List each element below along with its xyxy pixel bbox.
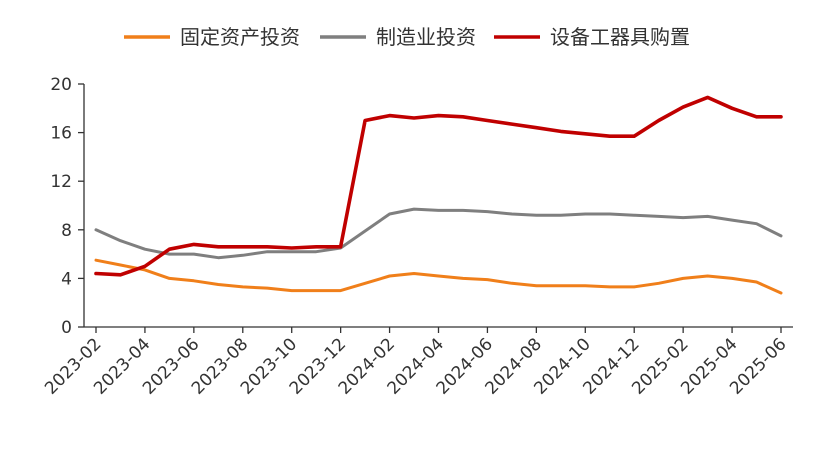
series-line-1 — [94, 258, 783, 295]
legend-label-1: 固定资产投资 — [180, 25, 300, 49]
series-line-2 — [94, 207, 783, 260]
legend-label-2: 制造业投资 — [376, 25, 476, 49]
y-tick-label: 4 — [61, 269, 72, 289]
legend: 固定资产投资 制造业投资 设备工器具购置 — [124, 25, 690, 49]
series-line-3 — [94, 95, 783, 277]
y-tick-label: 16 — [50, 124, 72, 144]
y-tick-label: 8 — [61, 221, 72, 241]
legend-label-3: 设备工器具购置 — [550, 25, 690, 49]
y-axis: 0 4 8 12 16 20 — [50, 75, 85, 338]
x-axis: 2023-022023-042023-062023-082023-102023-… — [41, 326, 793, 399]
series-lines — [94, 95, 783, 295]
y-tick-label: 0 — [61, 318, 72, 338]
y-tick-label: 20 — [50, 75, 72, 95]
y-tick-label: 12 — [50, 172, 72, 192]
